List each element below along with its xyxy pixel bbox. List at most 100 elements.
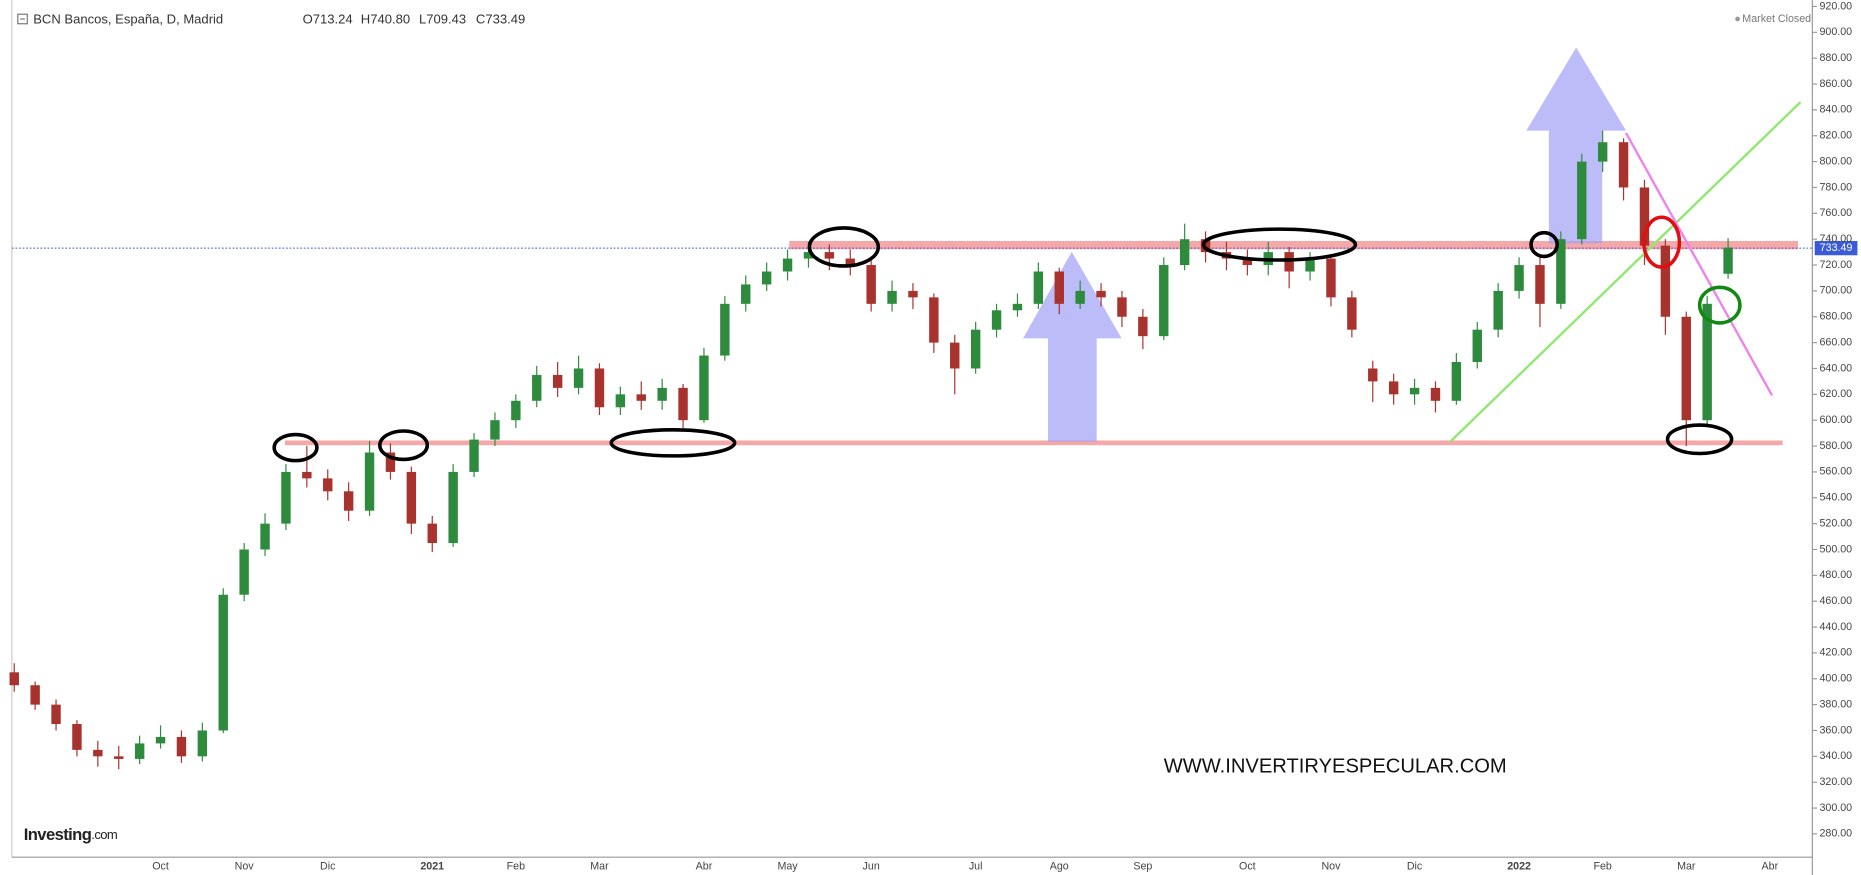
y-tick-label: 420.00 (1819, 647, 1852, 659)
y-tick-label: 800.00 (1819, 155, 1852, 167)
y-tick-label: 380.00 (1819, 698, 1852, 710)
candle-body (155, 736, 166, 744)
candle-body (1368, 368, 1378, 382)
y-tick-label: 440.00 (1819, 621, 1852, 633)
x-tick-label: Mar (1677, 861, 1696, 873)
status-dot (1735, 16, 1740, 22)
ohlc-high: H740.80 (361, 12, 410, 27)
candle-body (908, 290, 918, 298)
y-tick-label: 760.00 (1819, 207, 1852, 219)
candle-body (511, 400, 521, 421)
collapse-icon[interactable] (17, 13, 28, 25)
candle-body (427, 523, 437, 544)
candle-body (678, 387, 688, 421)
candle-body (741, 284, 751, 304)
y-tick-label: 620.00 (1819, 388, 1852, 400)
y-tick-label: 360.00 (1819, 724, 1852, 736)
candle-body (469, 439, 479, 472)
x-tick-label: Oct (1239, 861, 1256, 873)
trend-line-down (1624, 132, 1774, 396)
y-tick-label: 640.00 (1819, 362, 1852, 374)
logo-name: Investing (24, 825, 92, 844)
candle-body (1597, 142, 1608, 162)
candle-body (1305, 258, 1315, 272)
candle-body (1347, 297, 1357, 330)
x-tick-label: Feb (1593, 861, 1611, 873)
candle-body (824, 252, 835, 259)
green-ellipse (1697, 285, 1742, 325)
y-tick-label: 400.00 (1819, 673, 1852, 685)
red-ellipse (1642, 215, 1682, 269)
x-tick-label: Nov (235, 861, 255, 873)
candle-body (364, 452, 375, 511)
candle-body (134, 743, 145, 759)
candle-body (51, 704, 61, 725)
price-tag (1814, 241, 1858, 256)
candle-body (720, 303, 730, 356)
candle-body (343, 491, 354, 511)
logo: Investing.com (24, 825, 118, 844)
ohlc-low: L709.43 (419, 12, 466, 27)
highlight-ellipse (378, 429, 430, 462)
resistance-zone (789, 241, 1799, 250)
candle-body (1472, 329, 1482, 363)
candle-body (197, 730, 208, 757)
candle-body (1054, 271, 1064, 304)
candle-body (1075, 290, 1085, 304)
candle-body (1179, 239, 1190, 266)
candle-body (1159, 265, 1169, 337)
y-tick-label: 480.00 (1819, 569, 1852, 581)
highlights (272, 226, 1734, 463)
ohlc-open: O713.24 (303, 12, 353, 27)
candle-body (1702, 303, 1712, 421)
x-tick-label: Ago (1050, 861, 1069, 873)
candle-body (532, 374, 542, 401)
candle-body (1535, 265, 1545, 304)
logo-suffix: .com (91, 827, 118, 842)
candle-body (1096, 290, 1106, 298)
candle-body (1723, 247, 1733, 274)
x-tick-label: May (777, 861, 798, 873)
candle-body (1681, 316, 1691, 421)
candle-body (218, 594, 228, 731)
y-tick-label: 340.00 (1819, 750, 1852, 762)
candle-body (1493, 290, 1503, 330)
y-tick-label: 820.00 (1819, 130, 1852, 142)
y-tick-label: 460.00 (1819, 595, 1852, 607)
y-tick-label: 660.00 (1819, 336, 1852, 348)
candle-body (615, 394, 626, 408)
y-tick-label: 500.00 (1819, 543, 1852, 555)
y-tick-label: 900.00 (1819, 26, 1852, 38)
support-zone (284, 440, 1783, 446)
x-tick-label: Dic (1407, 861, 1423, 873)
candle-body (594, 368, 605, 408)
candle-body (239, 549, 249, 595)
up-arrow (1023, 251, 1122, 442)
y-tick-label: 520.00 (1819, 517, 1852, 529)
candle-body (114, 756, 124, 759)
candle-body (991, 310, 1002, 330)
candle-body (385, 452, 396, 472)
candle-body (1117, 297, 1127, 317)
y-tick-label: 560.00 (1819, 466, 1852, 478)
up-arrow (1526, 47, 1627, 244)
highlight-ellipse (1665, 423, 1734, 456)
candle-body (657, 387, 667, 401)
y-tick-label: 720.00 (1819, 259, 1852, 271)
candle-body (552, 374, 563, 388)
y-tick-label: 780.00 (1819, 181, 1852, 193)
y-tick-label: 840.00 (1819, 104, 1852, 116)
candle-body (573, 368, 584, 388)
y-tick-label: 600.00 (1819, 414, 1852, 426)
candle-body (866, 265, 876, 304)
x-tick-label: Abr (696, 861, 713, 873)
x-tick-label: Abr (1762, 861, 1779, 873)
candle-body (1012, 303, 1023, 311)
candles (9, 130, 1733, 770)
candle-body (448, 471, 458, 544)
highlight-ellipse (807, 226, 881, 268)
candle-body (1409, 387, 1420, 395)
x-tick-label: Nov (1321, 861, 1341, 873)
candle-body (1577, 161, 1587, 240)
